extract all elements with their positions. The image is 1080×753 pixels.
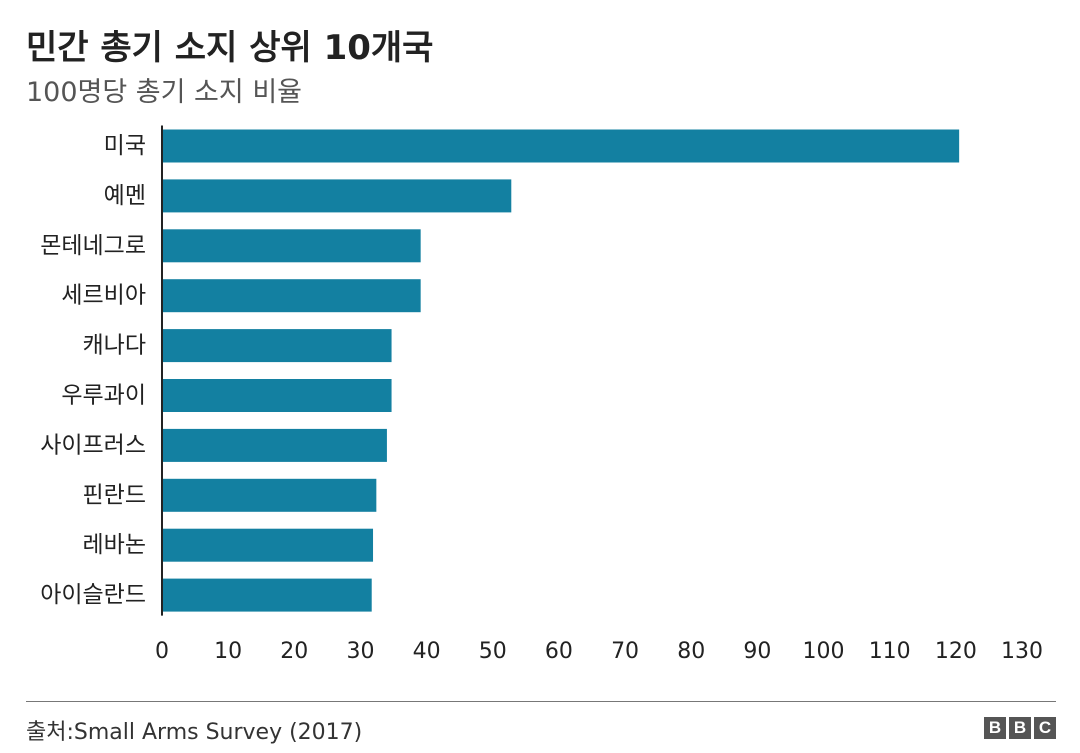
bar — [162, 179, 512, 213]
bar — [162, 578, 372, 612]
x-tick-label: 100 — [803, 639, 845, 664]
bar — [162, 428, 387, 462]
category-label: 레바논 — [83, 532, 146, 558]
x-tick-label: 0 — [155, 639, 169, 664]
category-label: 우루과이 — [61, 383, 146, 409]
x-tick-label: 130 — [1001, 639, 1043, 664]
category-label: 세르비아 — [61, 283, 146, 309]
bar — [162, 329, 392, 363]
bar — [162, 129, 960, 163]
x-tick-label: 20 — [280, 639, 308, 664]
footer-divider — [26, 701, 1056, 702]
bbc-logo-letter: C — [1034, 717, 1056, 739]
x-tick-label: 50 — [479, 639, 507, 664]
x-tick-label: 10 — [214, 639, 242, 664]
x-tick-label: 70 — [611, 639, 639, 664]
bar — [162, 528, 374, 562]
x-tick-label: 80 — [677, 639, 705, 664]
category-label: 미국 — [104, 133, 146, 159]
category-label: 아이슬란드 — [40, 582, 146, 608]
chart-title: 민간 총기 소지 상위 10개국 — [26, 28, 434, 68]
bbc-logo-letter: B — [984, 717, 1006, 739]
bar — [162, 478, 377, 512]
bbc-logo: B B C — [984, 717, 1056, 739]
chart-subtitle: 100명당 총기 소지 비율 — [26, 77, 303, 108]
x-tick-label: 60 — [545, 639, 573, 664]
x-tick-label: 30 — [346, 639, 374, 664]
category-label: 사이프러스 — [40, 432, 146, 458]
bbc-logo-letter: B — [1009, 717, 1031, 739]
bar — [162, 229, 421, 263]
x-tick-label: 110 — [869, 639, 911, 664]
category-label: 캐나다 — [83, 333, 146, 359]
x-tick-label: 40 — [413, 639, 441, 664]
x-tick-label: 120 — [935, 639, 977, 664]
category-label: 예멘 — [104, 183, 146, 209]
bar — [162, 279, 421, 313]
bar — [162, 379, 392, 412]
source-note: 출처:Small Arms Survey (2017) — [26, 720, 363, 745]
category-label: 몬테네그로 — [40, 233, 146, 259]
category-label: 핀란드 — [83, 482, 146, 508]
x-tick-label: 90 — [743, 639, 771, 664]
